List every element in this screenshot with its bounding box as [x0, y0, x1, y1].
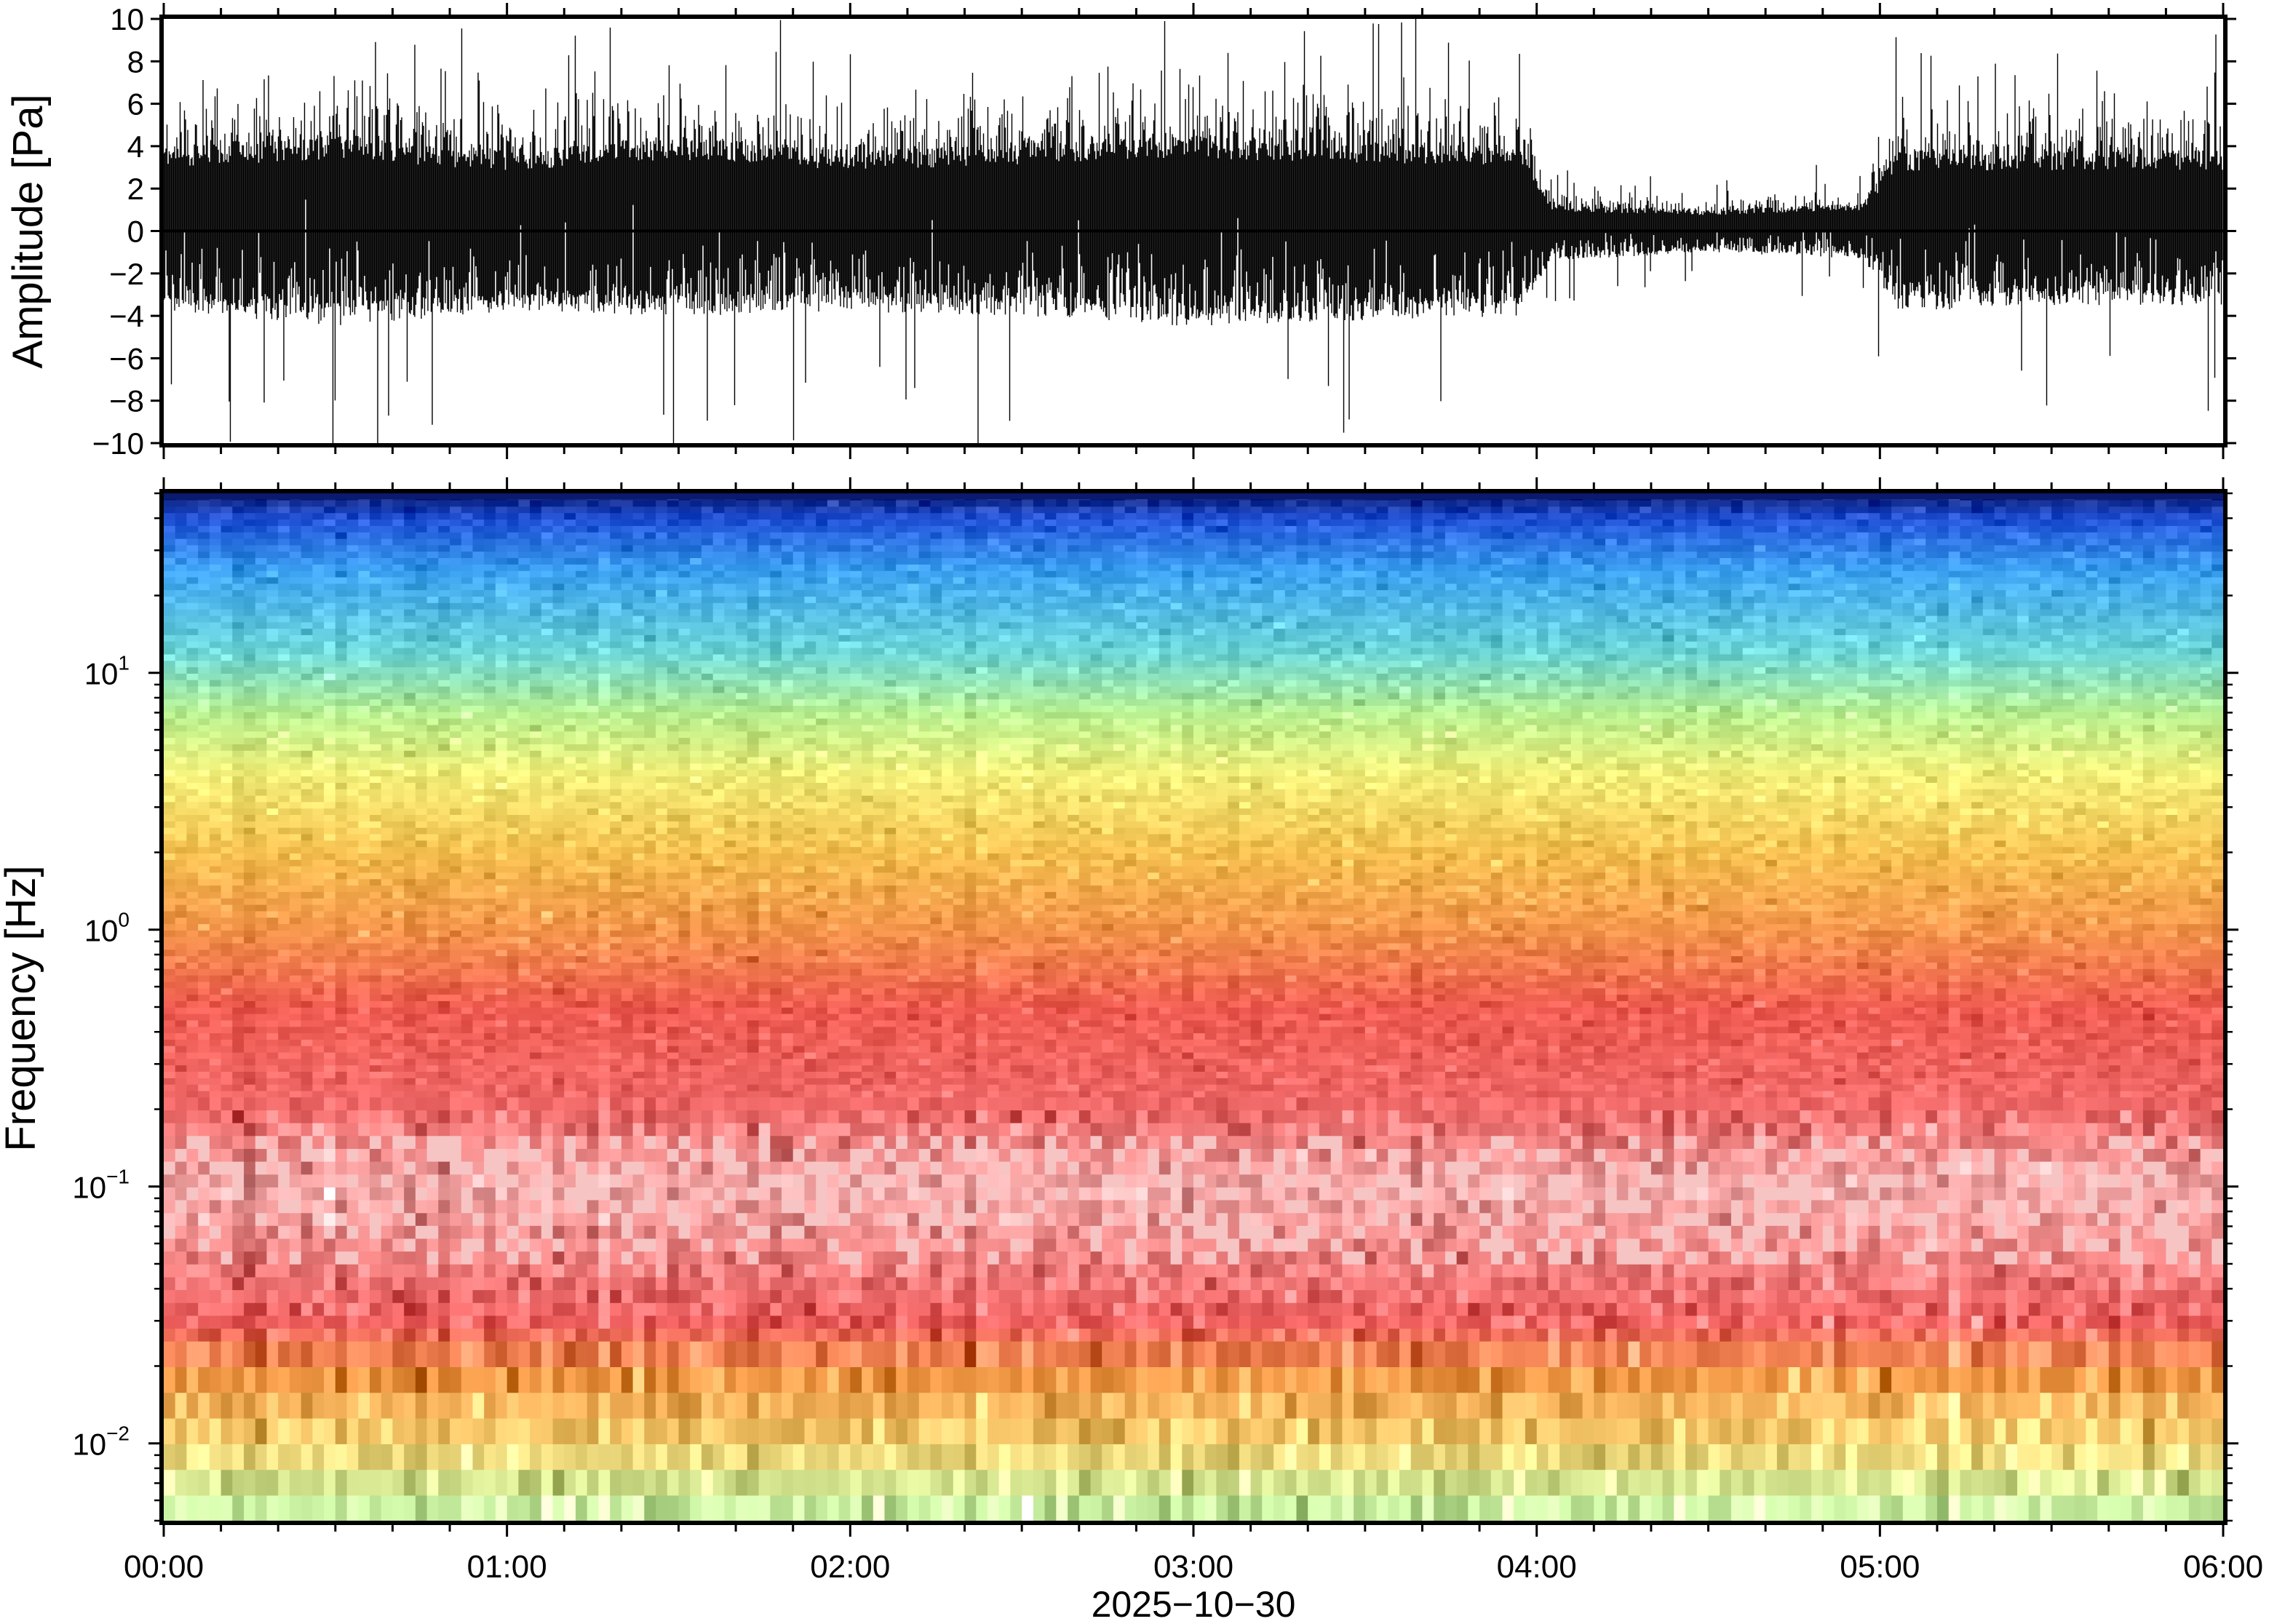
waveform-ytick-label: 8	[127, 44, 144, 79]
spectrogram-ytick-label: 100	[84, 909, 130, 948]
waveform-ylabel: Amplitude [Pa]	[4, 94, 52, 368]
xtick-label: 01:00	[467, 1549, 547, 1585]
spectrogram-ylabel: Frequency [Hz]	[0, 865, 44, 1151]
xtick-label: 06:00	[2183, 1549, 2263, 1585]
waveform-ytick-label: 0	[127, 215, 144, 249]
waveform-ytick-label: −4	[109, 299, 144, 333]
xtick-label: 00:00	[124, 1549, 204, 1585]
spectrogram-heatmap	[164, 493, 2224, 1521]
waveform-ytick-label: 10	[110, 2, 144, 36]
waveform-ytick-label: −10	[92, 426, 144, 461]
xtick-label: 02:00	[810, 1549, 890, 1585]
spectrogram-ytick-label: 10−1	[72, 1166, 130, 1205]
spectrogram-panel: 101 100 10−1 10−2 00:00 01:00 02:00 03:00 04:00…	[0, 477, 2263, 1585]
waveform-ytick-label: −2	[109, 257, 144, 291]
date-label: 2025−10−30	[1092, 1584, 1296, 1624]
xtick-label: 03:00	[1153, 1549, 1233, 1585]
waveform-ytick-label: 6	[127, 87, 144, 122]
spectrogram-ytick-label: 10−2	[72, 1422, 130, 1462]
waveform-ytick-label: 4	[127, 130, 144, 164]
spectrogram-ytick-label: 101	[84, 652, 130, 691]
waveform-ytick-label: −8	[109, 384, 144, 418]
spectrogram-top-band	[164, 493, 2223, 499]
waveform-ytick-label: −6	[109, 341, 144, 375]
waveform-ytick-label: 2	[127, 172, 144, 206]
waveform-trace	[164, 19, 2223, 443]
xtick-label: 05:00	[1840, 1549, 1920, 1585]
xtick-label: 04:00	[1497, 1549, 1577, 1585]
waveform-line	[164, 19, 2222, 443]
waveform-panel: 10 8 6 4 2 0 −2 −4 −6 −8 −10 Amplitude [Pa]	[4, 2, 2236, 461]
